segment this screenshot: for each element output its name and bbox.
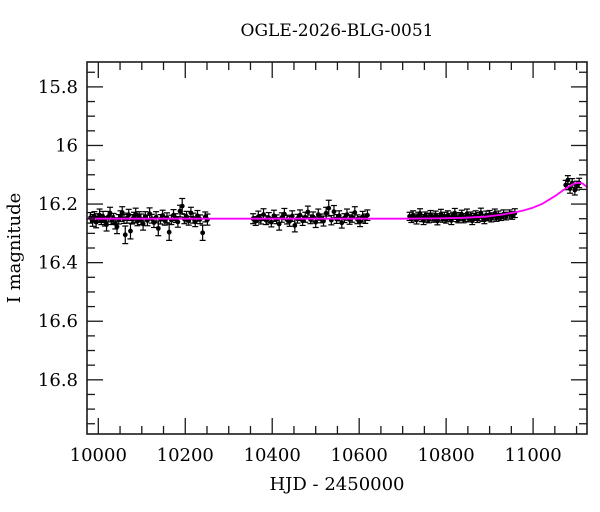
data-point xyxy=(140,221,146,227)
data-point xyxy=(326,205,332,211)
data-point xyxy=(268,219,274,225)
data-point xyxy=(114,224,120,230)
model-light-curve xyxy=(86,181,588,220)
tick-labels: 10000 10200 10400 10600 10800 11000 15.8 16 16.2… xyxy=(38,77,562,466)
x-tick-label: 10600 xyxy=(331,445,388,466)
chart-title: OGLE-2026-BLG-0051 xyxy=(241,21,434,41)
data-point xyxy=(119,210,125,215)
data-point xyxy=(104,222,109,227)
data-point xyxy=(292,223,298,228)
data-point xyxy=(133,211,139,217)
model-curve xyxy=(86,181,588,220)
data-point xyxy=(155,225,161,231)
data-point xyxy=(352,210,358,215)
data-point xyxy=(166,229,172,235)
data-point xyxy=(565,177,571,183)
data-points xyxy=(87,175,583,245)
y-tick-label: 16 xyxy=(55,135,78,156)
data-point xyxy=(323,210,329,216)
x-tick-label: 10000 xyxy=(70,445,127,466)
data-point xyxy=(175,219,181,225)
x-tick-label: 10200 xyxy=(157,445,214,466)
y-tick-label: 16.2 xyxy=(38,194,78,215)
data-point xyxy=(321,218,326,224)
x-tick-label: 10800 xyxy=(417,445,474,466)
y-tick-label: 16.6 xyxy=(38,311,78,332)
data-point xyxy=(305,209,311,215)
x-tick-label: 10400 xyxy=(244,445,301,466)
y-tick-label: 15.8 xyxy=(38,77,78,98)
data-point xyxy=(331,209,337,215)
data-point xyxy=(179,203,185,209)
data-point xyxy=(365,212,370,218)
data-point xyxy=(122,232,128,238)
data-point xyxy=(297,212,303,218)
data-point xyxy=(128,228,133,234)
data-point xyxy=(289,213,295,219)
x-axis-label: HJD - 2450000 xyxy=(269,474,404,495)
data-point xyxy=(200,230,206,236)
x-tick-label: 11000 xyxy=(504,445,561,466)
plot-frame xyxy=(86,61,588,435)
axis-ticks xyxy=(87,62,587,434)
y-axis-label: I magnitude xyxy=(4,193,25,304)
y-tick-label: 16.8 xyxy=(38,370,78,391)
data-point xyxy=(107,210,113,216)
y-tick-label: 16.4 xyxy=(38,253,78,274)
data-point xyxy=(313,219,319,225)
data-point xyxy=(126,212,132,218)
data-point xyxy=(177,208,183,214)
